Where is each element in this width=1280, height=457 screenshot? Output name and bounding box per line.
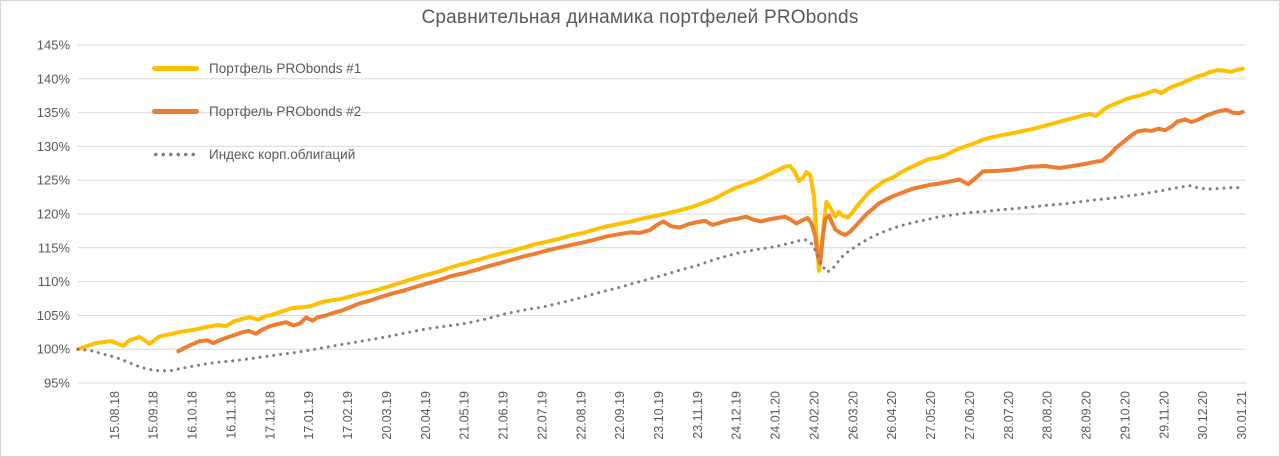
x-axis-tick-label: 27.05.20 bbox=[924, 391, 938, 440]
legend-item-portfolio-2: Портфель PRObonds #2 bbox=[152, 90, 361, 133]
x-axis-tick-label: 24.02.20 bbox=[807, 391, 821, 440]
x-axis-tick-label: 30.12.20 bbox=[1196, 391, 1210, 440]
y-axis-tick-label: 95% bbox=[44, 376, 70, 391]
x-axis-tick-label: 23.10.19 bbox=[652, 391, 666, 440]
line-swatch-icon bbox=[152, 109, 199, 114]
y-axis-tick-label: 110% bbox=[38, 274, 71, 289]
x-axis-tick-label: 26.04.20 bbox=[885, 391, 899, 440]
series-line-2 bbox=[176, 107, 1245, 354]
series-line-1 bbox=[76, 66, 1245, 352]
x-axis-tick-label: 17.01.19 bbox=[302, 391, 316, 440]
x-axis-tick-label: 28.08.20 bbox=[1041, 391, 1055, 440]
x-axis-tick-label: 20.04.19 bbox=[419, 391, 433, 440]
x-axis-tick-label: 20.03.19 bbox=[380, 391, 394, 440]
y-axis-tick-label: 145% bbox=[37, 38, 71, 53]
x-axis-tick-label: 29.10.20 bbox=[1118, 391, 1132, 440]
x-axis-tick-label: 27.06.20 bbox=[963, 391, 977, 440]
x-axis-tick-label: 28.07.20 bbox=[1002, 391, 1016, 440]
x-axis-tick-label: 17.02.19 bbox=[341, 391, 355, 440]
x-axis-tick-label: 21.06.19 bbox=[497, 391, 511, 440]
x-axis-tick-label: 21.05.19 bbox=[458, 391, 472, 440]
y-axis-tick-label: 100% bbox=[37, 342, 71, 357]
y-axis-tick-label: 140% bbox=[37, 71, 71, 86]
x-axis-tick-label: 28.09.20 bbox=[1080, 391, 1094, 440]
legend-item-corp-bond-index: Индекс корп.облигаций bbox=[152, 133, 361, 176]
chart-title: Сравнительная динамика портфелей PRObond… bbox=[421, 7, 859, 28]
chart-legend: Портфель PRObonds #1 Портфель PRObonds #… bbox=[152, 47, 361, 176]
x-axis-tick-label: 26.03.20 bbox=[846, 391, 860, 440]
y-axis-tick-label: 135% bbox=[37, 105, 71, 120]
x-axis-tick-label: 24.12.19 bbox=[730, 391, 744, 440]
y-axis-tick-label: 125% bbox=[37, 173, 71, 188]
x-axis-tick-label: 22.07.19 bbox=[535, 391, 549, 440]
y-axis-tick-label: 115% bbox=[38, 240, 71, 255]
y-axis-tick-label: 120% bbox=[37, 207, 71, 222]
x-axis-tick-label: 15.08.18 bbox=[108, 391, 122, 440]
x-axis-tick-label: 22.09.19 bbox=[613, 391, 627, 440]
x-axis-tick-label: 30.01.21 bbox=[1235, 391, 1249, 440]
x-axis-tick-label: 17.12.18 bbox=[263, 391, 277, 440]
x-axis-tick-label: 24.01.20 bbox=[769, 391, 783, 440]
x-axis-tick-label: 29.11.20 bbox=[1157, 391, 1171, 439]
line-swatch-icon bbox=[152, 66, 199, 71]
legend-item-portfolio-1: Портфель PRObonds #1 bbox=[152, 47, 361, 90]
x-axis-tick-label: 23.11.19 bbox=[691, 391, 705, 439]
legend-label: Портфель PRObonds #1 bbox=[209, 61, 362, 76]
x-axis-tick-label: 16.10.18 bbox=[186, 391, 200, 440]
legend-label: Портфель PRObonds #2 bbox=[209, 104, 362, 119]
y-axis-tick-label: 105% bbox=[37, 308, 71, 323]
x-axis-tick-label: 22.08.19 bbox=[574, 391, 588, 440]
x-axis-tick-label: 15.09.18 bbox=[147, 391, 161, 440]
x-axis-tick-label: 16.11.18 bbox=[224, 391, 238, 439]
dotted-line-swatch-icon bbox=[152, 152, 199, 157]
y-axis-tick-label: 130% bbox=[37, 139, 71, 154]
legend-label: Индекс корп.облигаций bbox=[209, 147, 356, 162]
series-line-3 bbox=[76, 184, 1243, 373]
